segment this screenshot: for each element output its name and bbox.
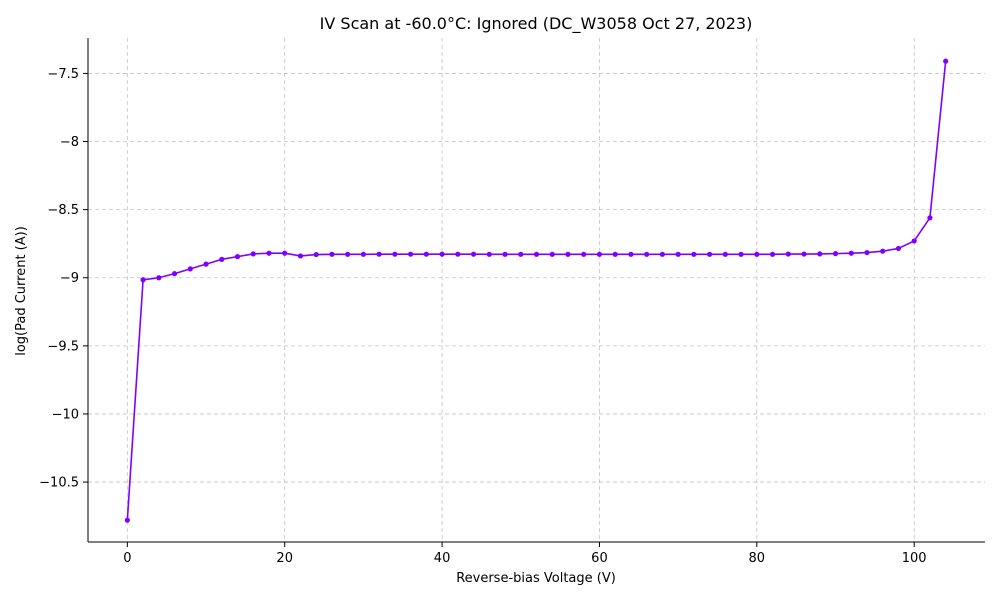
data-point <box>785 251 791 257</box>
data-point <box>124 517 130 523</box>
x-tick-label: 40 <box>434 551 451 566</box>
data-point <box>644 251 650 257</box>
data-point <box>769 251 776 257</box>
y-tick-label: −9.5 <box>47 339 79 354</box>
data-point <box>754 251 760 257</box>
series-layer <box>124 58 949 523</box>
x-tick-label: 60 <box>591 551 608 566</box>
data-point <box>801 251 807 257</box>
data-point <box>817 251 823 257</box>
data-point <box>423 251 429 257</box>
y-tick-label: −10.5 <box>39 476 79 491</box>
y-axis-label: log(Pad Current (A)) <box>14 226 29 356</box>
data-point <box>691 251 697 257</box>
data-point <box>518 251 524 257</box>
y-tick-label: −7.5 <box>47 67 79 82</box>
grid-layer <box>88 38 985 542</box>
data-point <box>533 251 540 257</box>
data-point <box>628 251 634 257</box>
data-point <box>943 58 949 64</box>
data-point <box>156 275 162 281</box>
data-point <box>234 254 241 260</box>
data-point <box>549 251 555 257</box>
data-point <box>470 251 477 257</box>
data-point <box>345 251 351 257</box>
ticks-layer: 0 20 40 60 80 100 −10.5 −10 −9.5 −9 −8.5 −8 −7.5 <box>39 67 926 566</box>
data-point <box>486 251 492 257</box>
data-point <box>250 251 256 257</box>
data-point <box>360 251 366 257</box>
data-point <box>171 271 178 277</box>
x-tick-label: 80 <box>749 551 766 566</box>
data-point <box>581 251 587 257</box>
data-point <box>848 250 854 256</box>
data-point <box>376 251 382 257</box>
data-point <box>502 251 508 257</box>
x-tick-label: 0 <box>123 551 131 566</box>
series-line <box>126 61 947 521</box>
data-point <box>187 266 193 272</box>
x-tick-label: 20 <box>276 551 293 566</box>
data-point <box>297 253 304 259</box>
data-point <box>596 251 603 257</box>
data-point <box>659 251 665 257</box>
data-point <box>266 250 272 256</box>
data-point <box>722 251 728 257</box>
data-point <box>880 248 886 254</box>
data-point <box>927 215 933 221</box>
data-point <box>895 245 902 252</box>
data-point <box>455 251 461 257</box>
x-tick-label: 100 <box>902 551 927 566</box>
data-point <box>329 251 335 257</box>
data-point <box>565 251 571 257</box>
data-point <box>612 251 618 257</box>
data-point <box>313 251 319 258</box>
y-tick-label: −10 <box>52 407 79 422</box>
y-tick-label: −8 <box>60 135 79 150</box>
data-point <box>675 251 681 257</box>
data-point <box>203 261 209 267</box>
data-point <box>282 250 288 256</box>
chart-title: IV Scan at -60.0°C: Ignored (DC_W3058 Oc… <box>320 14 753 34</box>
data-point <box>392 251 398 257</box>
data-point <box>439 251 445 257</box>
data-point <box>408 251 414 257</box>
axes-layer <box>87 38 985 543</box>
y-tick-label: −8.5 <box>47 203 79 218</box>
x-axis-label: Reverse-bias Voltage (V) <box>456 571 616 586</box>
data-point <box>707 251 713 257</box>
data-point <box>219 256 225 262</box>
data-point <box>832 251 839 257</box>
data-point <box>864 249 870 256</box>
data-point <box>140 277 146 283</box>
data-point <box>738 251 744 257</box>
y-tick-label: −9 <box>60 271 79 286</box>
data-point <box>911 238 917 244</box>
